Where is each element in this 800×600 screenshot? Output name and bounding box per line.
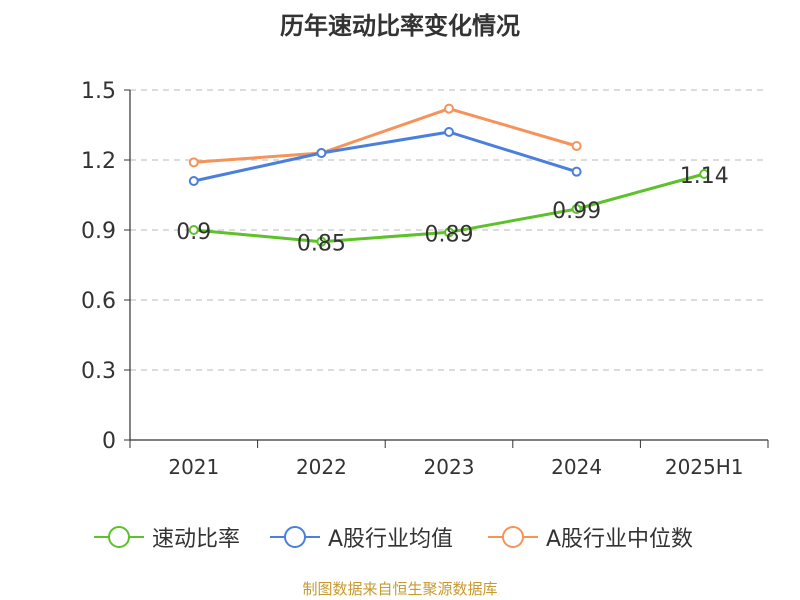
axes: [129, 90, 768, 441]
y-tick-label: 0.9: [81, 219, 116, 244]
x-tick-label: 2025H1: [665, 455, 744, 479]
data-point: [316, 236, 327, 247]
legend-label-industry-mean: A股行业均值: [328, 527, 454, 552]
x-tick-label: 2021: [168, 455, 219, 479]
data-point: [444, 127, 454, 137]
legend-item-industry-mean[interactable]: A股行业均值: [268, 520, 453, 554]
series-line: [193, 107, 578, 164]
y-tick-label: 0.6: [81, 289, 116, 314]
series-group: [188, 103, 710, 247]
legend-marker-quick-ratio: [94, 526, 144, 548]
data-point: [699, 169, 710, 179]
data-labels: 0.9 0.85 0.89 0.99 1.14: [176, 164, 728, 257]
data-label: 0.89: [425, 222, 474, 247]
data-point: [571, 141, 582, 151]
chart-title: 历年速动比率变化情况: [280, 12, 520, 40]
x-tick-label: 2022: [296, 455, 347, 479]
legend-label-industry-median: A股行业中位数: [546, 527, 694, 552]
data-label: 1.14: [680, 164, 729, 189]
data-point: [188, 157, 199, 168]
legend-label-quick-ratio: 速动比率: [152, 527, 241, 552]
x-axis-ticks: 2021 2022 2023 2024 2025H1: [129, 440, 769, 479]
series-line: [193, 130, 578, 183]
x-tick-label: 2024: [551, 455, 602, 479]
data-label: 0.9: [176, 220, 211, 245]
data-label: 0.99: [552, 199, 601, 224]
source-footer: 制图数据来自恒生聚源数据库: [302, 580, 498, 598]
legend-marker-industry-mean: [270, 526, 320, 548]
y-tick-label: 0: [102, 429, 116, 454]
legend-item-industry-median[interactable]: A股行业中位数: [486, 520, 693, 554]
data-point: [444, 103, 454, 114]
legend-item-quick-ratio[interactable]: 速动比率: [92, 520, 240, 554]
x-tick-label: 2023: [424, 455, 475, 479]
y-tick-label: 0.3: [81, 359, 116, 384]
data-point: [571, 166, 582, 177]
data-point: [571, 204, 582, 214]
data-point: [444, 227, 454, 238]
y-tick-label: 1.5: [81, 79, 116, 104]
data-point: [188, 176, 199, 186]
data-point: [188, 225, 199, 235]
y-tick-label: 1.2: [81, 149, 116, 174]
data-point: [316, 148, 327, 158]
y-axis-ticks: 0 0.3 0.6 0.9 1.2 1.5: [81, 79, 130, 454]
legend-marker-industry-median: [488, 526, 538, 548]
legend: 速动比率 A股行业均值 A股行业中位数: [0, 520, 800, 554]
data-label: 0.85: [297, 232, 346, 257]
